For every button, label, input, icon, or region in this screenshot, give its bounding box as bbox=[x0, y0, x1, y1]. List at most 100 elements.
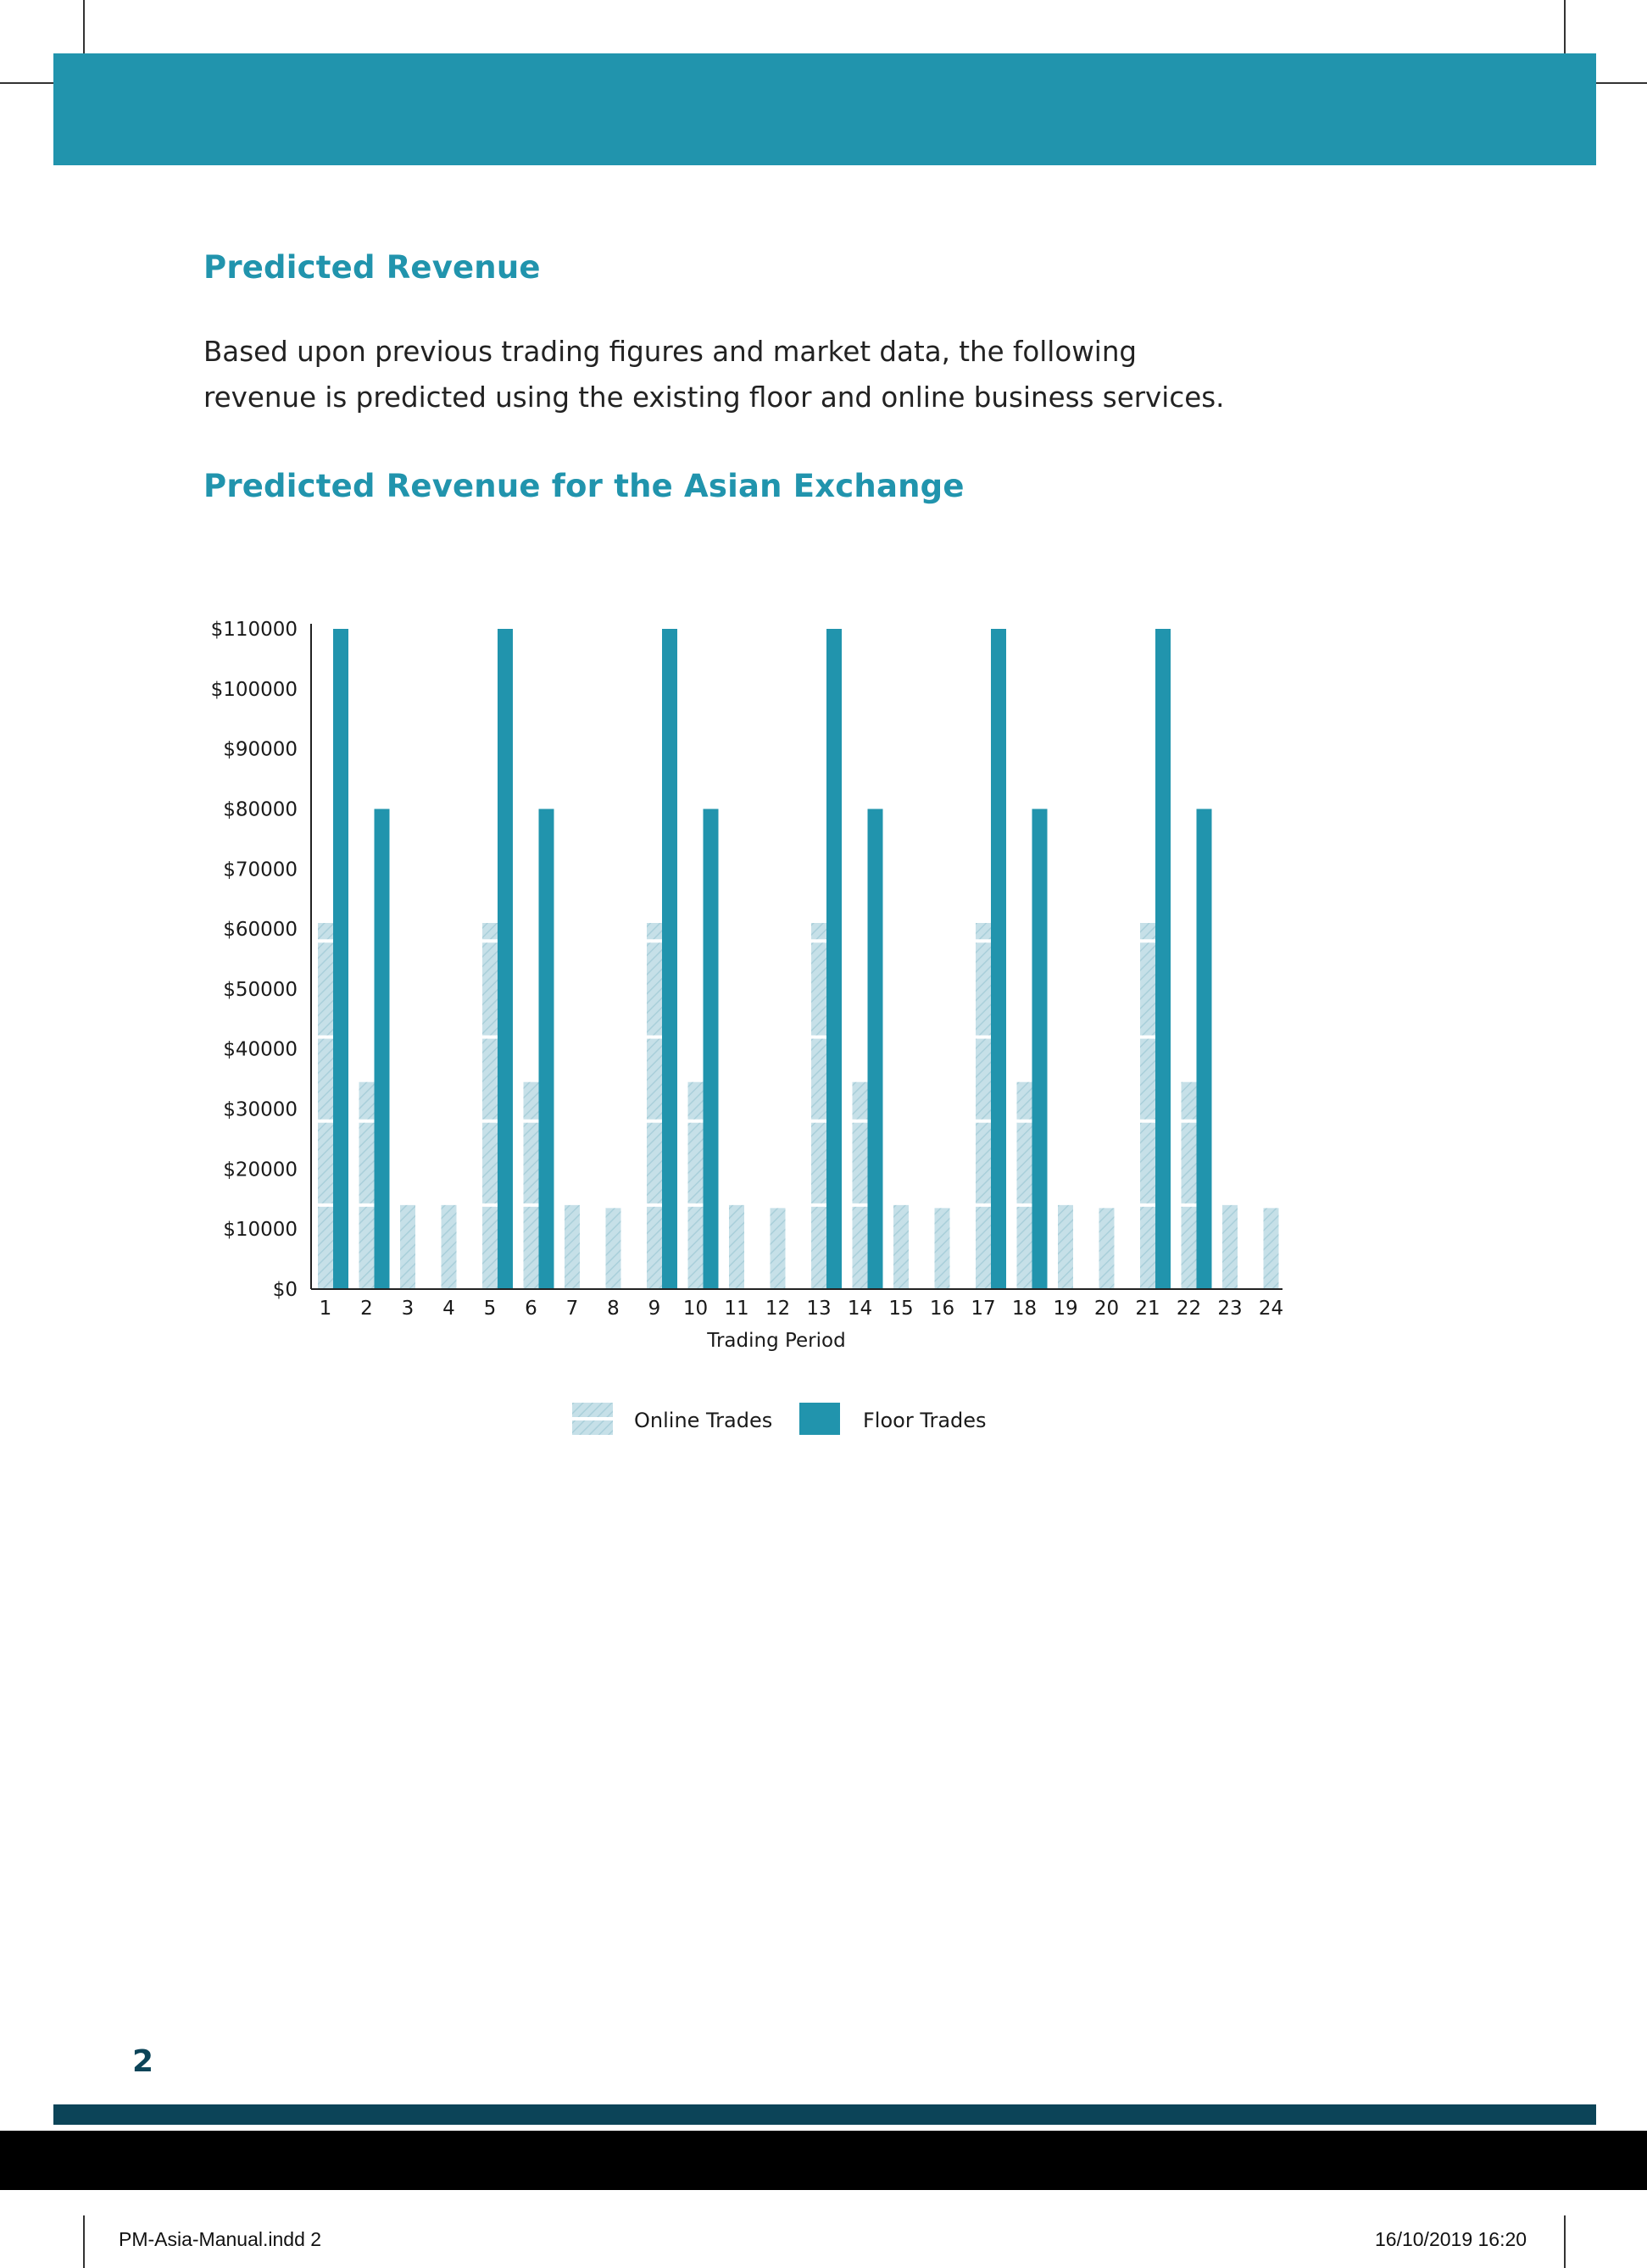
bar-online-gap bbox=[852, 1203, 868, 1207]
x-tick-label: 22 bbox=[1177, 1298, 1201, 1320]
y-tick-label: $110000 bbox=[211, 619, 298, 641]
bar-online-gap bbox=[687, 1119, 704, 1123]
bar-online-gap bbox=[647, 1119, 662, 1123]
x-tick-label: 8 bbox=[607, 1298, 620, 1320]
crop-mark-top-left-v bbox=[83, 0, 85, 53]
chart-heading: Predicted Revenue for the Asian Exchange bbox=[203, 468, 965, 504]
bar-online-1 bbox=[318, 923, 333, 1289]
bar-floor-9 bbox=[662, 629, 677, 1289]
bar-online-gap bbox=[523, 1119, 539, 1123]
bar-online-gap bbox=[976, 939, 991, 943]
bar-online-18 bbox=[1016, 1081, 1032, 1289]
bar-floor-21 bbox=[1155, 629, 1171, 1289]
x-tick-label: 23 bbox=[1217, 1298, 1242, 1320]
y-tick-label: $90000 bbox=[223, 739, 298, 761]
bar-online-23 bbox=[1222, 1204, 1238, 1289]
bar-online-19 bbox=[1058, 1204, 1073, 1289]
chart-x-ticks: 1 2 3 4 5 6 7 8 9 10 11 12 13 14 15 16 17 18 19 20 21 22 23 24 bbox=[320, 1298, 1283, 1320]
bar-online-gap bbox=[647, 939, 662, 943]
bar-online-14 bbox=[852, 1081, 868, 1289]
x-tick-label: 24 bbox=[1259, 1298, 1283, 1320]
bar-online-gap bbox=[482, 1035, 498, 1039]
bar-online-gap bbox=[647, 1035, 662, 1039]
intro-line-2: revenue is predicted using the existing … bbox=[203, 381, 1225, 414]
legend-label-floor: Floor Trades bbox=[863, 1409, 987, 1432]
y-tick-label: $70000 bbox=[223, 859, 298, 881]
bar-online-22 bbox=[1181, 1081, 1197, 1289]
bar-online-gap bbox=[359, 1119, 375, 1123]
y-tick-label: $30000 bbox=[223, 1099, 298, 1121]
x-tick-label: 14 bbox=[848, 1298, 872, 1320]
bar-online-8 bbox=[605, 1208, 621, 1289]
bar-online-6 bbox=[523, 1081, 539, 1289]
x-tick-label: 13 bbox=[806, 1298, 831, 1320]
bar-online-gap bbox=[976, 1119, 991, 1123]
revenue-bar-chart: $0 $10000 $20000 $30000 $40000 $50000 $60000 $7… bbox=[211, 619, 1283, 1435]
x-tick-label: 2 bbox=[360, 1298, 373, 1320]
bar-floor-13 bbox=[826, 629, 842, 1289]
bar-online-9 bbox=[647, 923, 662, 1289]
legend-label-online: Online Trades bbox=[634, 1409, 772, 1432]
bar-online-gap bbox=[482, 1203, 498, 1207]
intro-line-1: Based upon previous trading figures and … bbox=[203, 336, 1138, 368]
y-tick-label: $80000 bbox=[223, 798, 298, 820]
bar-floor-5 bbox=[498, 629, 513, 1289]
x-tick-label: 9 bbox=[648, 1298, 661, 1320]
y-tick-label: $20000 bbox=[223, 1159, 298, 1181]
crop-mark-top-left-h bbox=[0, 82, 53, 84]
bar-online-gap bbox=[852, 1119, 868, 1123]
x-tick-label: 10 bbox=[683, 1298, 708, 1320]
bar-floor-14 bbox=[867, 809, 883, 1289]
bar-floor-10 bbox=[703, 809, 719, 1289]
y-tick-label: $50000 bbox=[223, 979, 298, 1001]
legend-swatch-floor bbox=[799, 1403, 840, 1435]
bar-online-gap bbox=[811, 1119, 826, 1123]
bar-floor-2 bbox=[374, 809, 390, 1289]
bar-floor-6 bbox=[538, 809, 554, 1289]
crop-mark-bottom-left-v bbox=[83, 2215, 85, 2268]
bar-online-21 bbox=[1140, 923, 1155, 1289]
x-tick-label: 6 bbox=[525, 1298, 537, 1320]
x-tick-label: 12 bbox=[765, 1298, 790, 1320]
chart-bars bbox=[318, 629, 1279, 1289]
x-tick-label: 3 bbox=[402, 1298, 415, 1320]
bar-online-12 bbox=[770, 1208, 786, 1289]
bar-online-gap bbox=[318, 1119, 333, 1123]
bar-online-10 bbox=[687, 1081, 704, 1289]
bar-online-gap bbox=[1140, 939, 1155, 943]
chart-legend: Online Trades Floor Trades bbox=[572, 1403, 987, 1435]
x-tick-label: 21 bbox=[1135, 1298, 1160, 1320]
bar-online-13 bbox=[811, 923, 826, 1289]
y-tick-label: $40000 bbox=[223, 1039, 298, 1061]
bar-online-gap bbox=[1140, 1035, 1155, 1039]
bar-online-gap bbox=[318, 1035, 333, 1039]
bar-online-16 bbox=[934, 1208, 950, 1289]
bar-floor-17 bbox=[991, 629, 1006, 1289]
section-title: Predicted Revenue bbox=[203, 249, 541, 286]
bar-online-gap bbox=[482, 939, 498, 943]
bar-online-gap bbox=[1016, 1119, 1032, 1123]
x-axis-label: Trading Period bbox=[706, 1330, 845, 1352]
x-tick-label: 4 bbox=[442, 1298, 455, 1320]
bar-online-gap bbox=[647, 1203, 662, 1207]
bar-floor-1 bbox=[333, 629, 348, 1289]
bar-online-24 bbox=[1263, 1208, 1279, 1289]
bar-online-gap bbox=[976, 1035, 991, 1039]
bar-online-2 bbox=[359, 1081, 375, 1289]
footer-band bbox=[53, 2104, 1596, 2125]
bar-floor-22 bbox=[1196, 809, 1212, 1289]
bar-online-5 bbox=[482, 923, 498, 1289]
crop-mark-bottom-right-v bbox=[1564, 2215, 1566, 2268]
x-tick-label: 16 bbox=[930, 1298, 954, 1320]
bar-online-gap bbox=[687, 1203, 704, 1207]
slug-datetime: 16/10/2019 16:20 bbox=[1375, 2228, 1527, 2250]
crop-mark-top-right-h bbox=[1596, 82, 1647, 84]
bar-online-11 bbox=[729, 1204, 744, 1289]
bar-online-gap bbox=[811, 939, 826, 943]
y-tick-label: $100000 bbox=[211, 679, 298, 701]
bar-online-gap bbox=[482, 1119, 498, 1123]
y-tick-label: $0 bbox=[273, 1279, 298, 1301]
bar-online-gap bbox=[523, 1203, 539, 1207]
x-tick-label: 7 bbox=[566, 1298, 579, 1320]
chart-axes bbox=[310, 624, 1283, 1290]
